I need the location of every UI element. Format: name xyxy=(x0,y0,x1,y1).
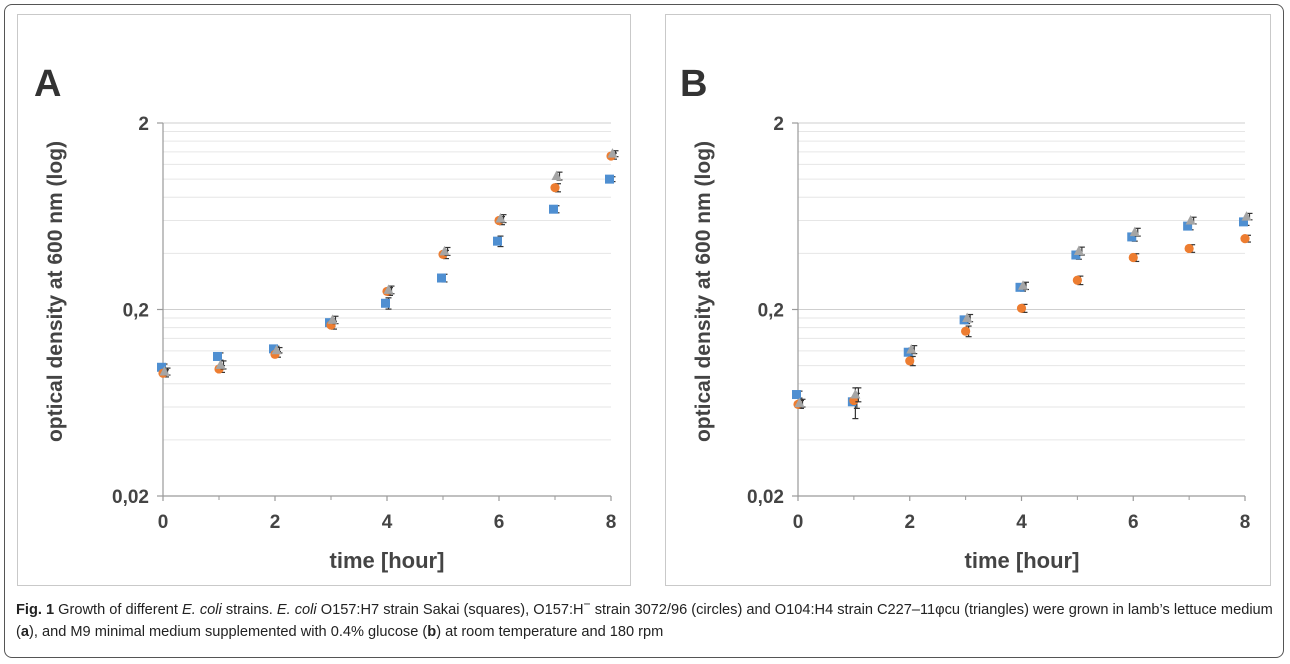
x-tick-label: 2 xyxy=(270,512,281,533)
data-point-square xyxy=(437,273,446,283)
data-point-triangle xyxy=(850,389,861,399)
x-tick-label: 0 xyxy=(793,512,804,533)
caption-segment: strains. xyxy=(221,601,277,618)
data-point-triangle xyxy=(1018,280,1028,290)
caption-segment: a xyxy=(20,623,29,640)
caption-segment: E. coli xyxy=(276,601,317,618)
x-tick-label: 8 xyxy=(606,512,617,533)
caption-segment: strain 3072/96 (circles) and O104:H4 str… xyxy=(16,601,1273,640)
data-point-circle xyxy=(1184,243,1194,254)
y-axis-label: optical density at 600 nm (log) xyxy=(692,141,715,442)
data-point-circle xyxy=(550,183,560,193)
y-tick-label: 0,02 xyxy=(112,487,149,508)
y-tick-label: 0,2 xyxy=(758,301,784,322)
data-point-square xyxy=(213,351,222,361)
x-tick-label: 4 xyxy=(382,512,393,533)
caption-label: Fig. 1 xyxy=(16,601,55,618)
x-tick-label: 2 xyxy=(904,512,915,533)
data-point-square xyxy=(792,390,801,400)
x-tick-label: 6 xyxy=(494,512,505,533)
caption-segment: Growth of different xyxy=(54,601,183,618)
data-point-triangle xyxy=(439,245,450,256)
x-tick-label: 4 xyxy=(1016,512,1027,533)
series-circle xyxy=(158,151,617,378)
y-axis-label: optical density at 600 nm (log) xyxy=(44,141,67,442)
panel-a-frame xyxy=(17,14,631,586)
data-point-triangle xyxy=(1241,211,1252,221)
caption-segment: ), and M9 minimal medium supplemented wi… xyxy=(29,623,428,640)
data-point-triangle xyxy=(1129,226,1140,237)
figure-caption: Fig. 1 Growth of different E. coli strai… xyxy=(16,593,1274,643)
data-point-square xyxy=(1183,221,1193,231)
panel-b-frame xyxy=(665,14,1271,586)
data-point-triangle xyxy=(495,213,506,223)
caption-segment: E. coli xyxy=(182,601,222,618)
data-point-triangle xyxy=(1073,245,1084,255)
data-point-triangle xyxy=(159,366,170,376)
caption-body: Growth of different E. coli strains. E. … xyxy=(16,597,1273,640)
data-point-triangle xyxy=(383,284,394,294)
series-triangle xyxy=(794,211,1253,408)
data-point-square xyxy=(381,298,390,308)
data-point-square xyxy=(493,236,502,246)
panel-letter: A xyxy=(34,63,61,105)
data-point-square xyxy=(605,174,614,184)
y-tick-label: 2 xyxy=(773,114,784,135)
panel-letter: B xyxy=(680,63,707,105)
data-point-triangle xyxy=(906,344,917,354)
data-point-square xyxy=(1127,232,1137,242)
x-axis-label: time [hour] xyxy=(965,548,1080,573)
data-point-circle xyxy=(1072,275,1082,285)
data-point-triangle xyxy=(962,312,973,323)
series-square xyxy=(157,174,616,372)
series-triangle xyxy=(159,148,619,376)
data-point-triangle xyxy=(607,148,618,158)
x-tick-label: 6 xyxy=(1128,512,1139,533)
data-point-square xyxy=(1071,250,1081,260)
y-tick-label: 2 xyxy=(138,114,149,135)
chart-panel-a: A 0,02 0,2 2 0 2 4 6 8 time [hour] optical density… xyxy=(34,63,619,573)
data-point-triangle xyxy=(794,397,805,408)
data-point-circle xyxy=(905,356,915,366)
x-tick-label: 0 xyxy=(158,512,169,533)
charts-svg: A 0,02 0,2 2 0 2 4 6 8 time [hour] optical density… xyxy=(34,63,1253,573)
figure-frame xyxy=(4,4,1284,658)
data-point-circle xyxy=(961,326,971,336)
data-point-circle xyxy=(1128,252,1138,263)
data-point-square xyxy=(157,362,166,372)
y-tick-label: 0,2 xyxy=(123,301,149,322)
x-axis-label: time [hour] xyxy=(330,548,445,573)
series-circle xyxy=(793,233,1251,409)
caption-segment: − xyxy=(583,597,591,611)
data-point-square xyxy=(549,204,558,214)
data-point-square xyxy=(1239,217,1248,227)
data-point-triangle xyxy=(215,359,226,369)
y-tick-label: 0,02 xyxy=(747,487,784,508)
data-point-circle xyxy=(1016,303,1027,313)
data-point-circle xyxy=(1240,233,1250,244)
x-tick-label: 8 xyxy=(1240,512,1251,533)
data-point-triangle xyxy=(327,314,338,324)
caption-segment: ) at room temperature and 180 rpm xyxy=(436,623,664,640)
chart-panel-b: B 0,02 0,2 2 0 2 4 6 8 time [hour] optical density… xyxy=(680,63,1253,573)
caption-segment: O157:H7 strain Sakai (squares), O157:H xyxy=(316,601,584,618)
data-point-triangle xyxy=(1185,215,1196,225)
data-point-square xyxy=(269,344,278,354)
data-point-triangle xyxy=(271,344,282,355)
caption-segment: b xyxy=(427,623,437,640)
data-point-triangle xyxy=(551,170,562,180)
